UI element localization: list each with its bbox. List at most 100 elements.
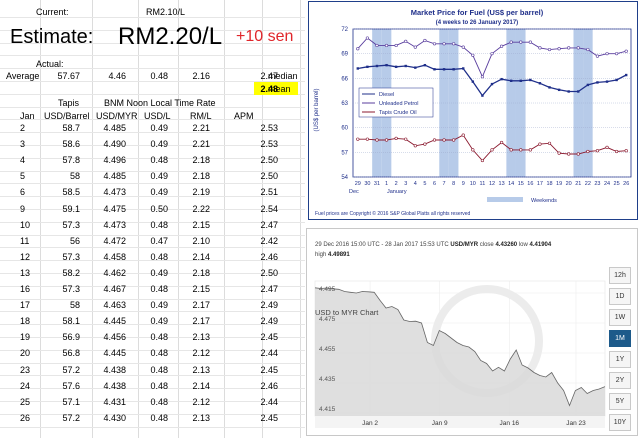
- cell-apm[interactable]: 2.53: [260, 139, 278, 150]
- cell-apm[interactable]: 2.44: [260, 396, 278, 407]
- cell-usd-myr[interactable]: 4.445: [103, 316, 126, 327]
- cell-usd-barrel[interactable]: 58.2: [62, 267, 80, 278]
- cell-day[interactable]: 24: [20, 380, 31, 391]
- header-bnm-rate[interactable]: BNM Noon Local Time Rate: [104, 98, 216, 108]
- cell-usd-l[interactable]: 0.49: [150, 300, 168, 311]
- cell-usd-barrel[interactable]: 59.1: [62, 203, 80, 214]
- column-header-usd-l[interactable]: USD/L: [144, 111, 171, 121]
- range-button-1w[interactable]: 1W: [609, 309, 631, 326]
- cell-usd-barrel[interactable]: 58: [69, 300, 80, 311]
- cell-usd-l[interactable]: 0.48: [150, 412, 168, 423]
- cell-day[interactable]: 12: [20, 251, 31, 262]
- cell-usd-l[interactable]: 0.48: [150, 396, 168, 407]
- cell-rm-l[interactable]: 2.18: [192, 155, 210, 166]
- column-header-usd-myr[interactable]: USD/MYR: [96, 111, 138, 121]
- cell-usd-myr[interactable]: 4.456: [103, 332, 126, 343]
- cell-day[interactable]: 4: [20, 155, 26, 166]
- cell-usd-myr[interactable]: 4.490: [103, 139, 126, 150]
- cell-day[interactable]: 9: [20, 203, 26, 214]
- cell-usd-myr[interactable]: 4.462: [103, 267, 126, 278]
- cell-day[interactable]: 17: [20, 300, 31, 311]
- cell-usd-myr[interactable]: 4.496: [103, 155, 126, 166]
- current-value[interactable]: RM2.10/L: [146, 7, 186, 17]
- cell-usd-myr[interactable]: 4.473: [103, 219, 126, 230]
- cell-rm-l[interactable]: 2.17: [192, 300, 210, 311]
- cell-usd-l[interactable]: 0.49: [150, 123, 168, 133]
- cell-usd-myr[interactable]: 4.473: [103, 187, 126, 198]
- cell-usd-l[interactable]: 0.49: [150, 139, 168, 150]
- cell-usd-barrel[interactable]: 58.5: [62, 187, 80, 198]
- column-header-jan[interactable]: Jan: [20, 111, 35, 121]
- cell-usd-myr[interactable]: 4.430: [103, 412, 126, 423]
- range-button-2y[interactable]: 2Y: [609, 372, 631, 389]
- cell-apm[interactable]: 2.53: [260, 123, 278, 133]
- cell-apm[interactable]: 2.51: [260, 187, 278, 198]
- range-button-5y[interactable]: 5Y: [609, 393, 631, 410]
- cell-usd-myr[interactable]: 4.438: [103, 364, 126, 375]
- cell-apm[interactable]: 2.49: [260, 300, 278, 311]
- cell-usd-barrel[interactable]: 57.3: [62, 251, 80, 262]
- cell-usd-myr[interactable]: 4.445: [103, 348, 126, 359]
- cell-apm[interactable]: 2.50: [260, 267, 278, 278]
- cell-usd-myr[interactable]: 4.438: [103, 380, 126, 391]
- cell-apm[interactable]: 2.54: [260, 203, 278, 214]
- cell-usd-barrel[interactable]: 57.2: [62, 412, 80, 423]
- cell-usd-l[interactable]: 0.50: [150, 203, 168, 214]
- cell-day[interactable]: 2: [20, 123, 26, 133]
- cell-usd-barrel[interactable]: 58.6: [62, 139, 80, 150]
- average-usd-l[interactable]: 0.48: [150, 71, 168, 81]
- cell-usd-l[interactable]: 0.48: [150, 364, 168, 375]
- cell-usd-barrel[interactable]: 57.3: [62, 284, 80, 294]
- range-button-12h[interactable]: 12h: [609, 267, 631, 284]
- cell-apm[interactable]: 2.50: [260, 155, 278, 166]
- cell-rm-l[interactable]: 2.21: [192, 123, 210, 133]
- cell-apm[interactable]: 2.47: [260, 284, 278, 294]
- cell-rm-l[interactable]: 2.10: [192, 235, 210, 246]
- cell-day[interactable]: 10: [20, 219, 31, 230]
- cell-usd-myr[interactable]: 4.485: [103, 123, 126, 133]
- current-label[interactable]: Current:: [36, 7, 69, 17]
- cell-usd-barrel[interactable]: 57.2: [62, 364, 80, 375]
- cell-apm[interactable]: 2.50: [260, 171, 278, 182]
- cell-usd-myr[interactable]: 4.475: [103, 203, 126, 214]
- cell-apm[interactable]: 2.45: [260, 364, 278, 375]
- cell-day[interactable]: 25: [20, 396, 31, 407]
- cell-usd-l[interactable]: 0.48: [150, 348, 168, 359]
- cell-day[interactable]: 20: [20, 348, 31, 359]
- cell-usd-l[interactable]: 0.48: [150, 332, 168, 343]
- estimate-delta[interactable]: +10 sen: [236, 28, 294, 45]
- cell-usd-l[interactable]: 0.49: [150, 267, 168, 278]
- cell-day[interactable]: 16: [20, 284, 31, 294]
- average-rm-l[interactable]: 2.16: [192, 71, 210, 81]
- cell-apm[interactable]: 2.45: [260, 332, 278, 343]
- cell-usd-l[interactable]: 0.48: [150, 380, 168, 391]
- actual-label[interactable]: Actual:: [36, 59, 64, 69]
- cell-day[interactable]: 23: [20, 364, 31, 375]
- cell-apm[interactable]: 2.46: [260, 251, 278, 262]
- cell-usd-l[interactable]: 0.48: [150, 219, 168, 230]
- cell-apm[interactable]: 2.44: [260, 348, 278, 359]
- cell-day[interactable]: 11: [20, 235, 30, 246]
- cell-usd-l[interactable]: 0.49: [150, 171, 168, 182]
- cell-rm-l[interactable]: 2.13: [192, 412, 210, 423]
- average-apm[interactable]: 2.47: [260, 71, 278, 81]
- median-label[interactable]: median: [268, 71, 298, 81]
- cell-usd-myr[interactable]: 4.467: [103, 284, 126, 294]
- estimate-value[interactable]: RM2.20/L: [118, 23, 223, 50]
- cell-usd-l[interactable]: 0.49: [150, 187, 168, 198]
- cell-day[interactable]: 6: [20, 187, 26, 198]
- cell-usd-barrel[interactable]: 57.8: [62, 155, 80, 166]
- cell-usd-barrel[interactable]: 58: [69, 171, 80, 182]
- cell-apm[interactable]: 2.46: [260, 380, 278, 391]
- mean-value[interactable]: 2.48: [260, 84, 278, 94]
- column-header-usd-barrel[interactable]: USD/Barrel: [44, 111, 90, 121]
- cell-rm-l[interactable]: 2.21: [192, 139, 210, 150]
- cell-rm-l[interactable]: 2.14: [192, 251, 210, 262]
- cell-day[interactable]: 18: [20, 316, 31, 327]
- header-tapis[interactable]: Tapis: [58, 98, 80, 108]
- cell-usd-l[interactable]: 0.47: [150, 235, 168, 246]
- cell-usd-barrel[interactable]: 57.3: [62, 219, 80, 230]
- cell-usd-l[interactable]: 0.48: [150, 284, 168, 294]
- cell-usd-l[interactable]: 0.48: [150, 155, 168, 166]
- cell-rm-l[interactable]: 2.15: [192, 284, 210, 294]
